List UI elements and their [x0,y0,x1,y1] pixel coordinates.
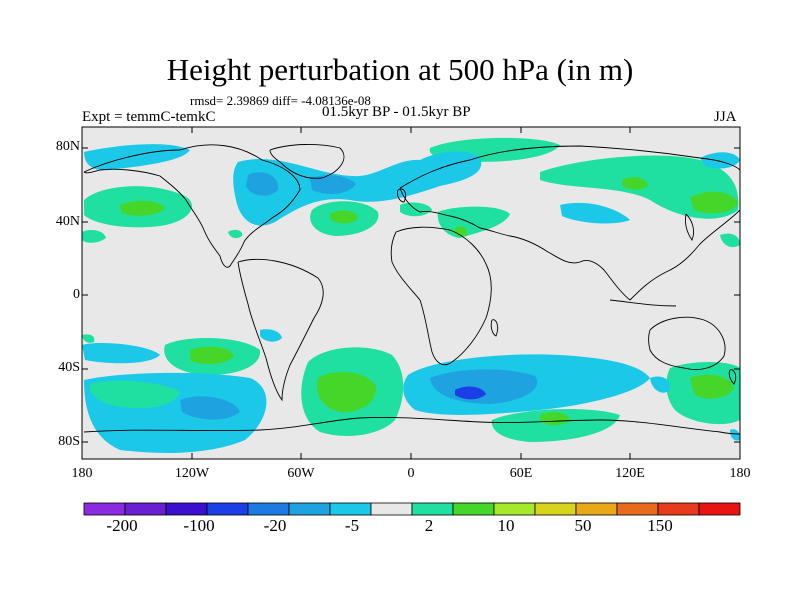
colorbar-swatch [370,502,413,516]
anomaly-mediterranean-core [454,226,468,237]
anomaly-south-pacific-band-green [89,380,180,409]
colorbar-swatch [452,502,495,516]
map-title: Height perturbation at 500 hPa (in m) [166,52,634,87]
coast-uk [397,188,407,203]
anomaly-south-pacific-far-east [730,429,740,441]
anomaly-southern-ocean-indian-core [455,386,486,400]
coast-madagascar [490,319,499,337]
coast-australia [648,316,726,370]
anomaly-eurasia-core [310,175,356,194]
x-tick-label: 180 [71,466,93,481]
x-tick-label: 60E [509,466,533,481]
y-tick-label: 40S [58,360,80,375]
anomaly-australia-south [650,376,671,393]
anomaly-north-pacific-east-core [120,200,165,216]
colorbar [83,502,741,516]
anomaly-south-pacific-core [190,346,234,365]
coast-greenland [269,144,345,179]
anomaly-west-pacific-small [82,230,106,243]
axis-ticks [81,127,741,459]
anomaly-south-america-west [260,329,282,342]
colorbar-swatch [575,502,618,516]
anomaly-canada-core [246,172,279,196]
anomaly-south-pacific-small [82,334,95,343]
colorbar-label: -200 [106,516,138,535]
x-tick-label: 180 [729,466,751,481]
x-tick-label: 0 [407,466,415,481]
map-area [82,127,740,459]
colorbar-swatch [247,502,290,516]
colorbar-swatch [698,502,741,516]
coast-antarctica [83,417,740,435]
colorbar-label: 10 [497,516,515,535]
coast-eurasia [399,145,740,301]
coast-japan [685,213,695,241]
colorbar-swatch [206,502,249,516]
coast-south-america [237,258,324,402]
anomaly-south-atlantic-core [316,371,377,413]
colorbar-swatch [83,502,126,516]
y-tick-label: 40N [55,214,80,229]
coast-north-america [83,144,301,268]
y-tick-label: 0 [73,287,80,302]
colorbar-label: -20 [263,516,287,535]
anomaly-south-pacific-deep [180,396,240,420]
coastlines [83,144,740,435]
anomaly-southwest-pacific-core [690,374,734,399]
season-label: JJA [714,109,737,125]
x-tick-label: 60W [287,466,315,481]
colorbar-swatch [329,502,372,516]
period-label: 01.5kyr BP - 01.5kyr BP [322,104,471,120]
anomaly-east-asia [720,233,740,248]
colorbar-swatch [657,502,700,516]
anomaly-contours [82,137,740,453]
anomaly-antarctic-indian [491,408,620,442]
anomaly-central-america [228,229,243,239]
colorbar-swatch [493,502,536,516]
anomaly-greenland-atlantic-band [233,151,482,226]
colorbar-label: 150 [647,516,673,535]
colorbar-swatch [616,502,659,516]
colorbar-swatch [411,502,454,516]
anomaly-south-pacific-west [82,343,160,364]
y-tick-label: 80S [58,434,80,449]
colorbar-label: 50 [574,516,592,535]
anomaly-northeast-asia-core [622,177,648,190]
x-tick-label: 120W [174,466,210,481]
colorbar-swatch [288,502,331,516]
anomaly-antarctic-indian-core [540,412,570,426]
colorbar-label: -5 [344,516,360,535]
anomaly-eastern-europe [560,202,630,224]
coast-africa [390,226,492,366]
colorbar-label: -100 [183,516,215,535]
colorbar-label: 2 [424,516,434,535]
anomaly-north-atlantic-core [330,210,358,224]
stats-text: rmsd= 2.39869 diff= -4.08136e-08 [190,93,371,108]
colorbar-swatch [124,502,167,516]
coast-new-zealand [728,369,737,385]
colorbar-swatch [165,502,208,516]
y-tick-label: 80N [55,139,80,154]
x-tick-label: 120E [615,466,645,481]
coast-indonesia [609,299,677,307]
anomaly-north-pacific-west-core [690,191,738,214]
experiment-label: Expt = temmC-temkC [82,109,216,125]
colorbar-swatch [534,502,577,516]
